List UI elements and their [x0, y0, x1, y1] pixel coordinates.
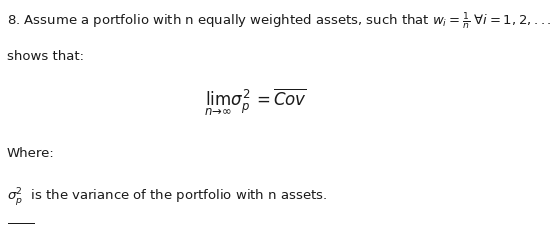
Text: $\lim_{n\to\infty} \sigma_p^2 = \overline{Cov}$: $\lim_{n\to\infty} \sigma_p^2 = \overlin…: [204, 87, 307, 118]
Text: $\overline{Cov}$  is the average covariance of all asset pairs in the portfolio.: $\overline{Cov}$ is the average covarian…: [7, 220, 431, 225]
Text: shows that:: shows that:: [7, 50, 84, 63]
Text: 8. Assume a portfolio with n equally weighted assets, such that $w_i = \frac{1}{: 8. Assume a portfolio with n equally wei…: [7, 10, 555, 31]
Text: $\sigma_p^2$  is the variance of the portfolio with n assets.: $\sigma_p^2$ is the variance of the port…: [7, 186, 327, 207]
Text: Where:: Where:: [7, 146, 54, 159]
